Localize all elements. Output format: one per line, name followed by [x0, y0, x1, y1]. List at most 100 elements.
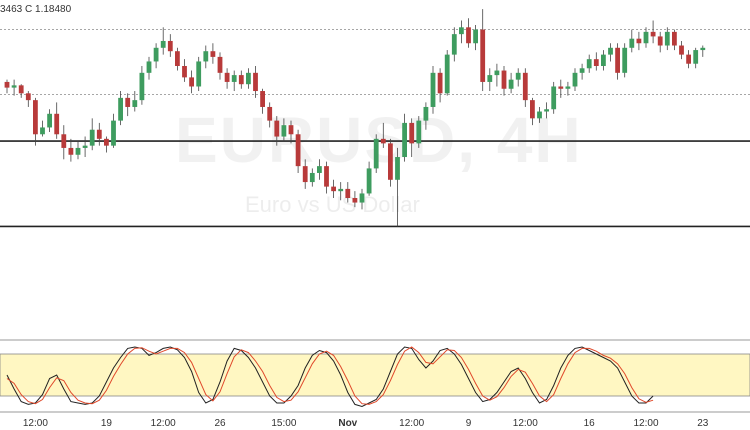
- candle-body: [317, 166, 322, 173]
- candle-body: [643, 31, 649, 44]
- candle-body: [430, 72, 436, 107]
- candle-body: [40, 127, 45, 135]
- candle-body: [672, 31, 677, 46]
- candle-body: [132, 100, 138, 107]
- candle-body: [693, 50, 699, 64]
- x-tick-label: 12:00: [151, 418, 176, 429]
- candle-body: [636, 38, 642, 44]
- candle-body: [231, 75, 237, 82]
- candle-body: [18, 85, 24, 94]
- candle-body: [146, 61, 152, 73]
- x-tick-label: 15:00: [271, 418, 296, 429]
- candle-body: [238, 75, 244, 85]
- candle-body: [700, 47, 706, 51]
- candle-body: [309, 172, 315, 183]
- candle-body: [558, 86, 564, 89]
- x-tick-label: 12:00: [23, 418, 48, 429]
- candle-body: [89, 129, 95, 146]
- candle-body: [380, 138, 386, 144]
- candle-body: [75, 147, 81, 155]
- candle-body: [650, 31, 656, 37]
- candle-body: [118, 97, 123, 121]
- oscillator-d-line: [6, 346, 654, 405]
- candle-body: [217, 56, 223, 73]
- candle-body: [395, 157, 400, 180]
- candle-body: [96, 129, 102, 139]
- candle-body: [125, 97, 131, 107]
- candle-body: [544, 109, 549, 112]
- candle-body: [153, 47, 159, 62]
- candle-body: [175, 51, 180, 66]
- candle-body: [246, 72, 251, 85]
- candle-body: [331, 186, 336, 192]
- candle-body: [288, 125, 294, 135]
- candle-body: [373, 138, 379, 169]
- candle-body: [416, 120, 422, 144]
- candle-body: [68, 147, 74, 155]
- candle-body: [459, 27, 464, 35]
- candle-body: [267, 106, 273, 121]
- candle-body: [253, 72, 258, 92]
- candle-body: [423, 106, 429, 121]
- x-tick-label: 12:00: [513, 418, 538, 429]
- candle-body: [480, 29, 486, 82]
- candle-body: [366, 168, 372, 194]
- candle-body: [615, 47, 620, 73]
- x-tick-label: 19: [101, 418, 113, 429]
- candle-body: [622, 47, 628, 73]
- ohlc-readout: 3463 C 1.18480: [0, 4, 72, 15]
- candle-body: [601, 54, 606, 66]
- candle-body: [359, 193, 365, 203]
- candle-body: [451, 34, 457, 55]
- candle-body: [679, 45, 684, 55]
- candle-body: [515, 72, 521, 80]
- oscillator-pane: [0, 339, 750, 408]
- candle-body: [82, 145, 88, 148]
- candle-body: [629, 38, 635, 48]
- candle-body: [551, 86, 557, 110]
- candle-body: [508, 79, 514, 89]
- description-watermark: Euro vs US Dollar: [245, 192, 420, 217]
- x-tick-label: 9: [466, 418, 472, 429]
- candle-body: [388, 143, 393, 180]
- candle-body: [352, 198, 358, 203]
- candle-body: [494, 70, 500, 76]
- candle-body: [203, 51, 209, 62]
- candle-body: [104, 138, 109, 146]
- oscillator-band: [0, 353, 750, 397]
- candle-body: [210, 51, 216, 57]
- candle-body: [196, 61, 202, 87]
- candle-body: [437, 72, 443, 94]
- candle-body: [295, 134, 301, 167]
- candle-body: [466, 27, 471, 44]
- candle-body: [302, 166, 308, 183]
- candle-body: [111, 120, 116, 146]
- candle-body: [61, 134, 67, 148]
- candle-body: [4, 81, 10, 88]
- x-tick-label: Nov: [338, 418, 357, 429]
- candle-body: [608, 47, 613, 55]
- candle-body: [281, 125, 287, 137]
- candle-body: [537, 111, 542, 119]
- candle-body: [167, 40, 173, 52]
- candle-body: [444, 54, 450, 94]
- candle-body: [11, 85, 17, 88]
- candle-body: [260, 91, 265, 107]
- candle-body: [33, 100, 38, 135]
- x-tick-label: 12:00: [399, 418, 424, 429]
- candle-body: [565, 86, 571, 89]
- candle-body: [473, 29, 478, 44]
- x-tick-label: 23: [697, 418, 709, 429]
- candle-body: [189, 77, 194, 87]
- main-pane: [0, 9, 750, 228]
- x-tick-label: 12:00: [633, 418, 658, 429]
- candle-body: [274, 120, 280, 137]
- candle-body: [47, 113, 52, 128]
- candle-body: [586, 59, 592, 69]
- candle-body: [572, 72, 578, 87]
- time-axis: 12:00 19 12:00 26 15:00 Nov 12:00 9 12:00 16 12:00…: [0, 411, 750, 429]
- candle-body: [402, 122, 407, 158]
- candle-body: [54, 113, 60, 135]
